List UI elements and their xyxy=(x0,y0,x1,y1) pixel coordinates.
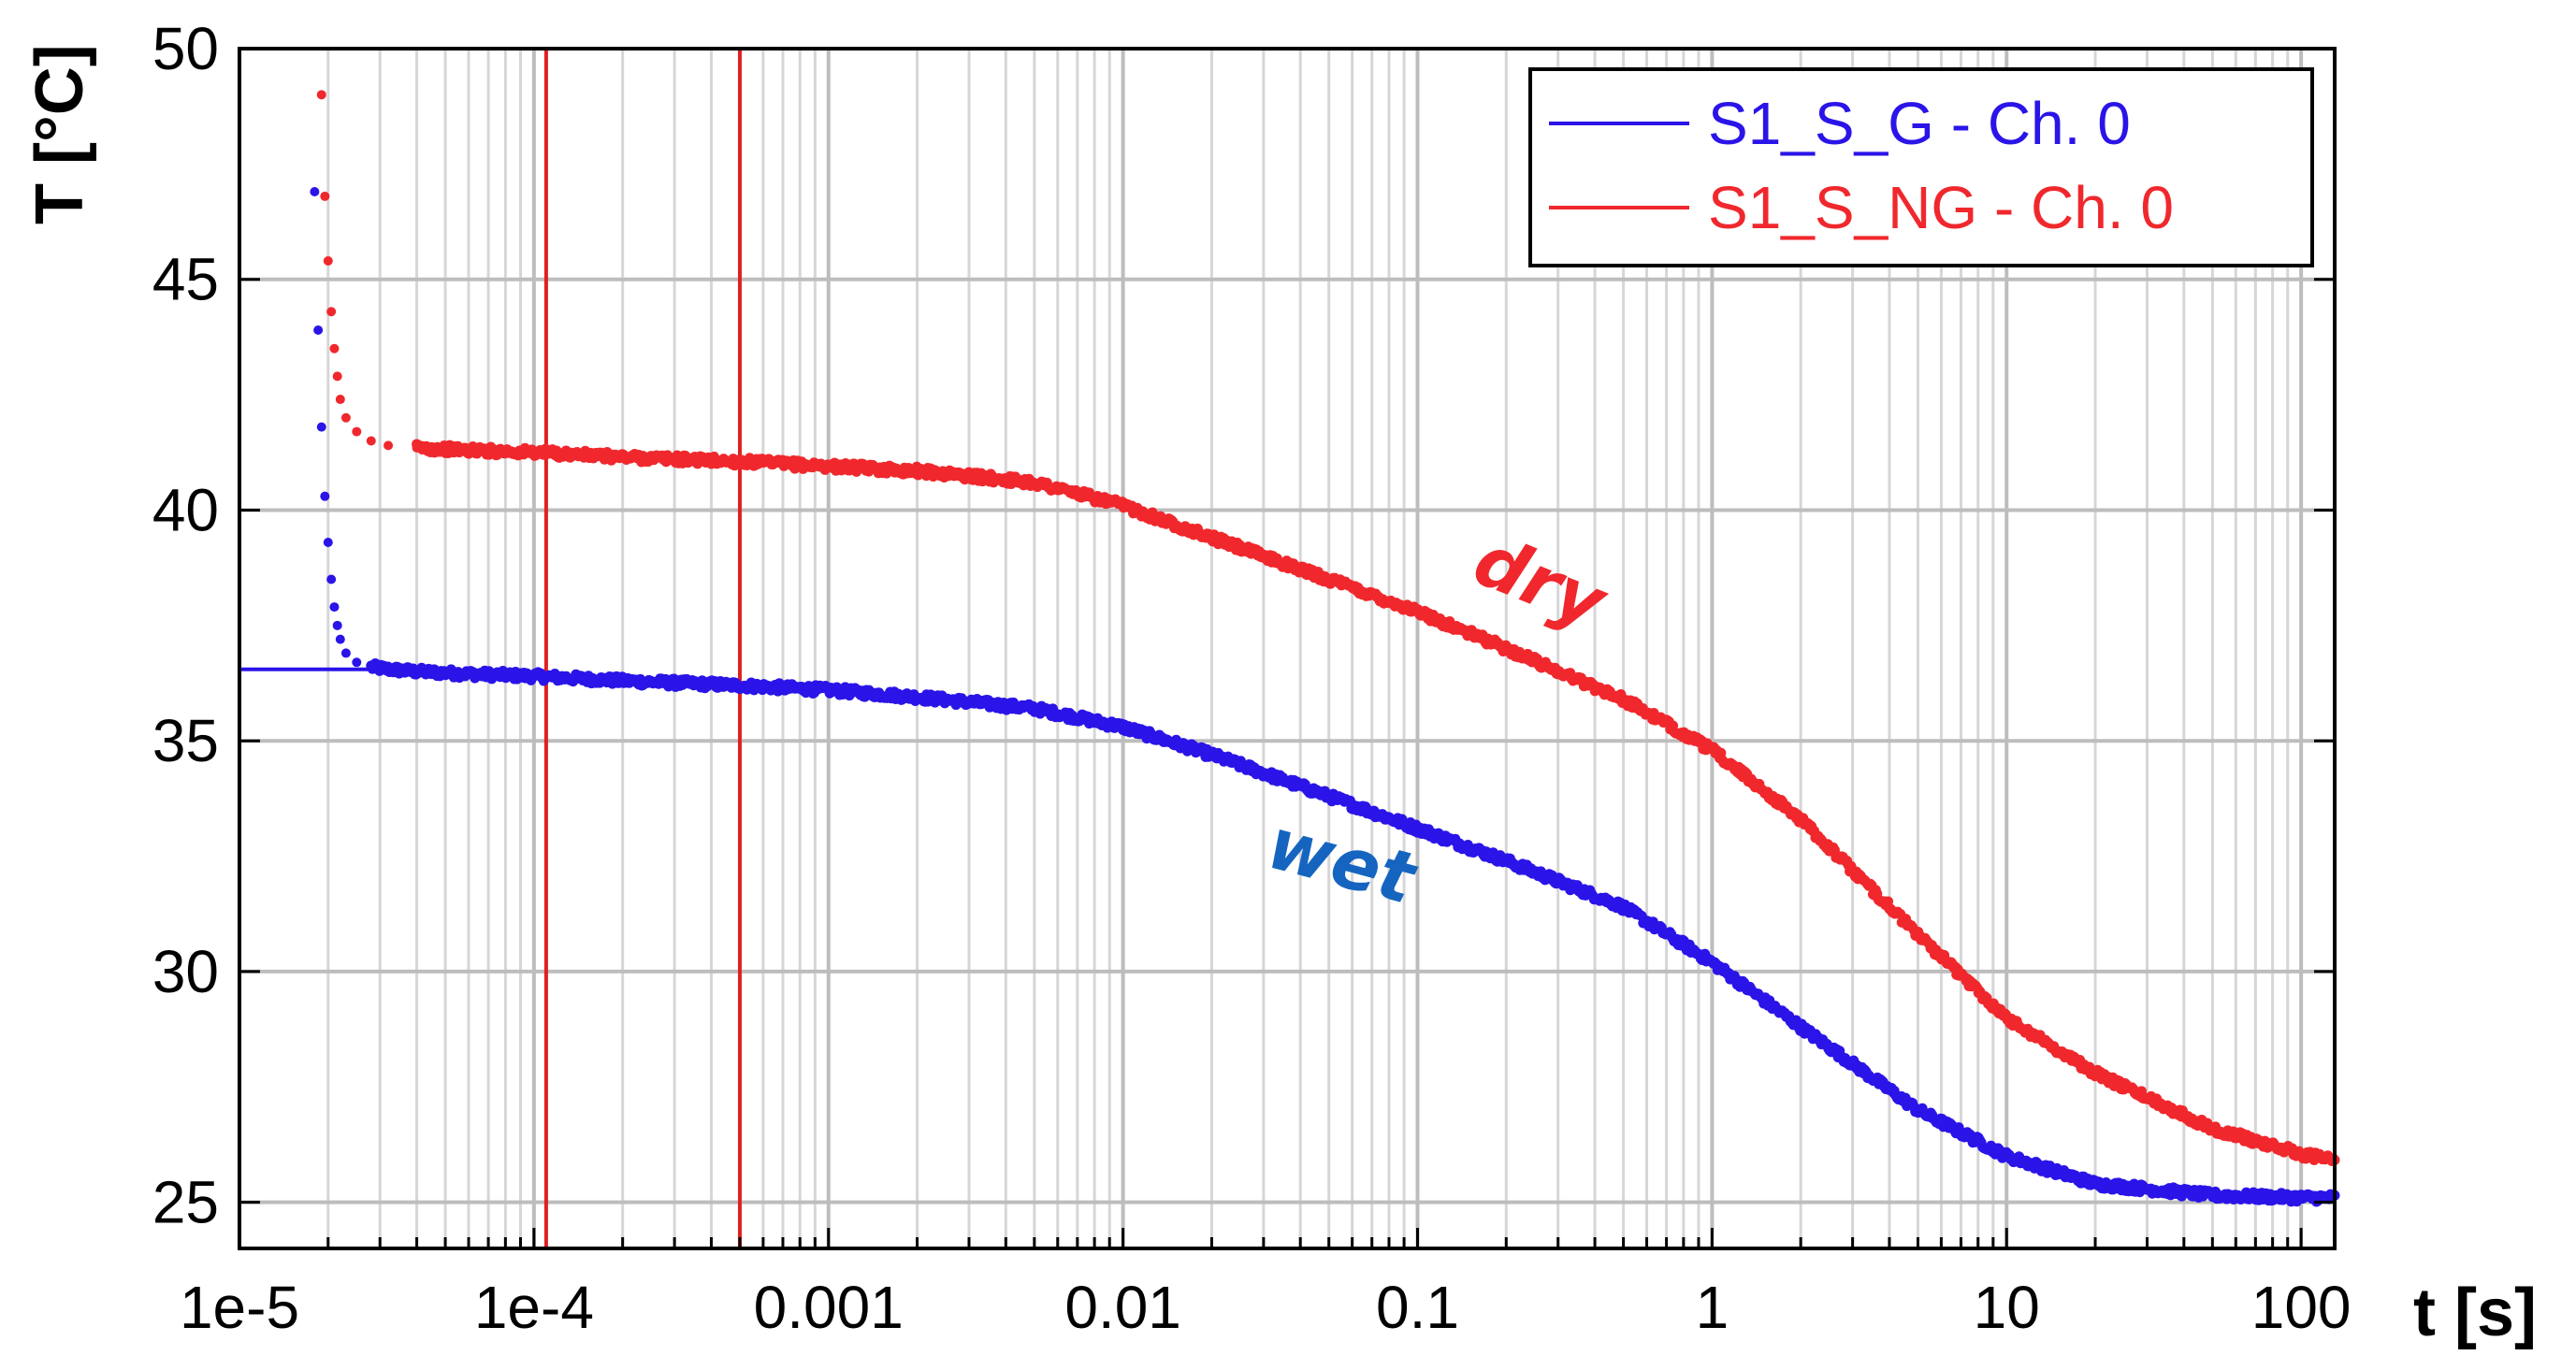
y-axis-title: T [°C] xyxy=(22,44,97,224)
x-tick-label: 1 xyxy=(1696,1274,1729,1341)
y-tick-label: 30 xyxy=(152,938,219,1005)
x-tick-label: 0.1 xyxy=(1376,1274,1459,1341)
x-tick-labels: 1e-5 1e-4 0.001 0.01 0.1 1 10 100 xyxy=(180,1274,2352,1341)
legend-label-s1-s-ng: S1_S_NG - Ch. 0 xyxy=(1708,174,2174,241)
tick-layer xyxy=(238,47,2335,1248)
x-tick-label: 0.01 xyxy=(1064,1274,1181,1341)
data-point xyxy=(323,538,333,548)
data-point xyxy=(340,412,351,423)
legend: S1_S_G - Ch. 0 S1_S_NG - Ch. 0 xyxy=(1528,67,2314,267)
y-tick-label: 25 xyxy=(152,1169,219,1236)
data-point xyxy=(352,426,362,437)
x-tick-label: 1e-4 xyxy=(474,1274,594,1341)
data-point xyxy=(352,657,362,668)
y-tick-label: 50 xyxy=(152,15,219,82)
series-dry xyxy=(316,90,2340,1166)
x-axis-title: t [s] xyxy=(2413,1276,2537,1350)
y-tick-label: 40 xyxy=(152,476,219,543)
x-tick-label: 1e-5 xyxy=(180,1274,299,1341)
data-point xyxy=(329,343,340,353)
data-point xyxy=(326,574,337,584)
data-point xyxy=(326,307,337,317)
vertical-marker-layer xyxy=(543,49,742,1248)
data-point xyxy=(310,186,320,196)
y-tick-label: 45 xyxy=(152,246,219,313)
series-wet xyxy=(239,186,2340,1207)
x-tick-label: 10 xyxy=(1974,1274,2040,1341)
data-point xyxy=(329,602,340,613)
data-point xyxy=(316,90,326,100)
data-point xyxy=(332,371,342,382)
data-point xyxy=(332,620,342,630)
data-point xyxy=(313,325,324,336)
x-tick-label: 0.001 xyxy=(754,1274,904,1341)
data-point xyxy=(320,191,330,201)
data-point xyxy=(366,436,376,446)
series-layer xyxy=(239,90,2340,1207)
legend-label-s1-s-g: S1_S_G - Ch. 0 xyxy=(1708,90,2131,157)
data-point xyxy=(340,648,351,658)
legend-box xyxy=(1528,67,2314,267)
plot-frame xyxy=(238,47,2337,1250)
data-point xyxy=(384,440,394,451)
data-point xyxy=(335,395,345,405)
y-tick-label: 35 xyxy=(152,707,219,774)
y-tick-labels: 25 30 35 40 45 50 xyxy=(152,15,219,1236)
data-point xyxy=(323,255,333,266)
x-tick-label: 100 xyxy=(2251,1274,2352,1341)
data-point xyxy=(335,634,345,644)
data-point xyxy=(320,491,330,501)
data-point xyxy=(316,422,326,432)
